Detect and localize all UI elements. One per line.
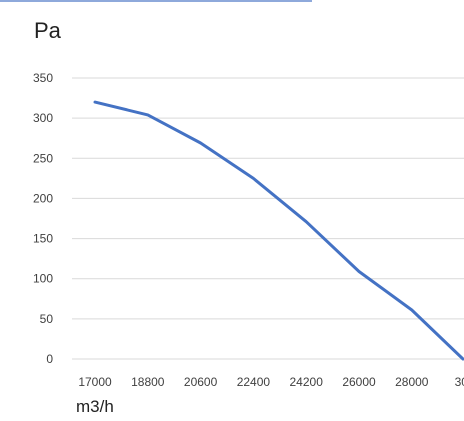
x-tick-label: 17000 (78, 375, 112, 389)
y-tick-label: 350 (33, 71, 53, 85)
y-tick-label: 200 (33, 191, 53, 205)
gridlines (72, 77, 464, 360)
y-tick-label: 50 (40, 312, 54, 326)
y-tick-label: 0 (46, 352, 53, 366)
y-tick-label: 100 (33, 272, 53, 286)
y-tick-label: 250 (33, 151, 53, 165)
y-tick-label: 150 (33, 232, 53, 246)
x-tick-label: 24200 (290, 375, 324, 389)
x-tick-label: 22400 (237, 375, 271, 389)
y-axis-title: Pa (34, 18, 62, 43)
y-tick-label: 300 (33, 111, 53, 125)
y-tick-labels: 0 50 100 150 200 250 300 350 (33, 71, 53, 366)
x-tick-label: 300 (455, 375, 464, 389)
x-tick-label: 26000 (342, 375, 376, 389)
x-tick-label: 28000 (395, 375, 429, 389)
series-layer (93, 100, 464, 361)
series-line (93, 100, 464, 361)
x-tick-labels: 17000 18800 20600 22400 24200 26000 28000 300 (78, 375, 464, 389)
x-axis-title: m3/h (76, 397, 114, 416)
x-tick-label: 20600 (184, 375, 218, 389)
x-tick-label: 18800 (131, 375, 165, 389)
